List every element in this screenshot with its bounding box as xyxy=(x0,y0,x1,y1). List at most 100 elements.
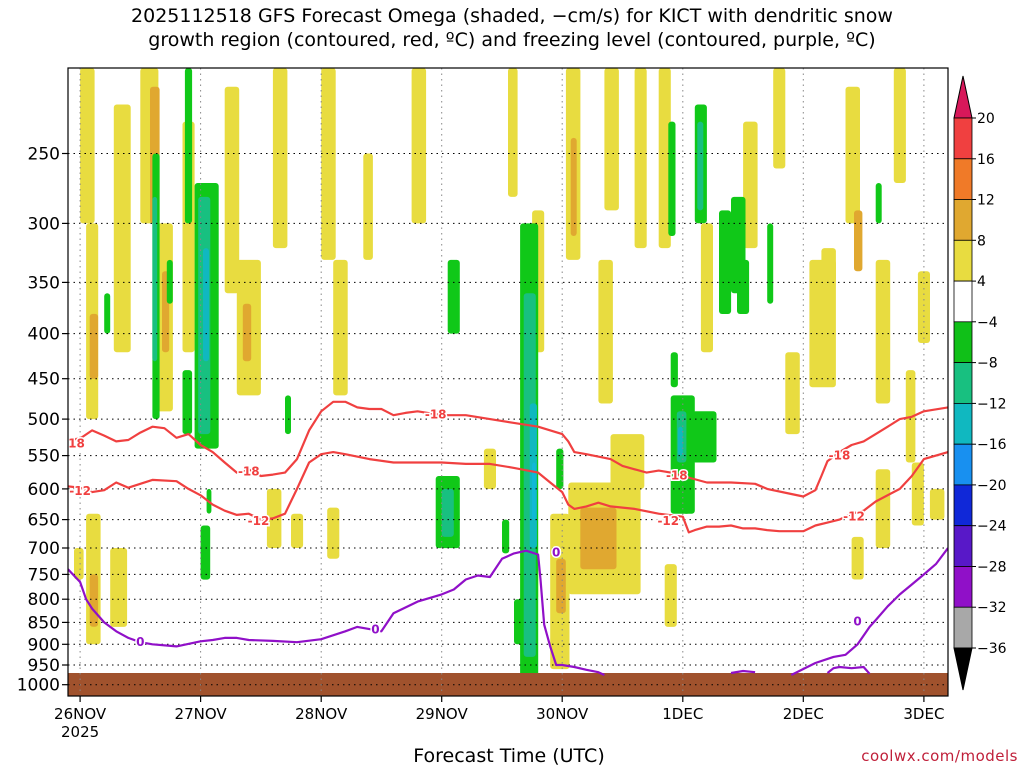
colorbar: 20 16 12 8 4 −4 −8 −12 −16 −20 −24 −28 −32 −36 xyxy=(953,75,1007,691)
contour-label-0-3: -18 xyxy=(666,468,688,482)
omega-cell-17 xyxy=(508,68,518,197)
contour-label-2-3: 0 xyxy=(853,615,861,629)
x-tick-label-3: 29NOV xyxy=(416,705,469,723)
x-axis-label: Forecast Time (UTC) xyxy=(413,745,605,767)
x-tick-label-5: 1DEC xyxy=(662,705,703,723)
colorbar-box-8 xyxy=(953,443,973,486)
y-tick-label-4: 450 xyxy=(28,370,60,390)
y-tick-label-13: 900 xyxy=(28,635,60,655)
omega-cell-21 xyxy=(598,259,613,404)
plot-frame xyxy=(67,67,949,697)
omega-cell-28 xyxy=(785,352,800,435)
y-tick-label-6: 550 xyxy=(28,447,60,467)
contour-purple-3 xyxy=(730,669,756,675)
y-tick-label-5: 500 xyxy=(28,410,60,430)
colorbar-box-1 xyxy=(953,158,973,201)
omega-cell-85 xyxy=(697,121,704,211)
omega-cell-34 xyxy=(893,68,906,183)
x-tick-label-7: 3DEC xyxy=(903,705,944,723)
y-tick-label-0: 250 xyxy=(28,145,60,165)
colorbar-label-2: 12 xyxy=(977,193,995,209)
colorbar-box-4 xyxy=(953,280,973,323)
omega-cell-12 xyxy=(272,68,288,249)
colorbar-label-12: −32 xyxy=(977,600,1007,616)
contour-label-0-2: -18 xyxy=(425,408,447,422)
colorbar-top-triangle xyxy=(953,75,973,119)
colorbar-label-3: 8 xyxy=(977,233,986,249)
omega-cell-82 xyxy=(678,426,683,456)
grid-lines xyxy=(68,68,948,696)
colorbar-label-10: −24 xyxy=(977,519,1007,535)
colorbar-box-0 xyxy=(953,117,973,160)
omega-cell-9 xyxy=(224,86,240,294)
contour-label-1-0: -12 xyxy=(69,484,91,498)
omega-cell-57 xyxy=(152,196,158,362)
colorbar-label-9: −20 xyxy=(977,478,1007,494)
contour-label-0-4: -18 xyxy=(829,449,851,463)
omega-cell-83 xyxy=(692,411,717,463)
omega-cell-69 xyxy=(502,519,510,554)
omega-cell-53 xyxy=(875,469,891,548)
x-tick-label-4: 30NOV xyxy=(536,705,589,723)
omega-cell-86 xyxy=(682,476,690,514)
y-tick-label-1: 300 xyxy=(28,214,60,234)
omega-cell-37 xyxy=(74,548,84,580)
omega-cell-33 xyxy=(875,259,891,404)
contour-label-1-2: -12 xyxy=(657,514,679,528)
omega-cell-67 xyxy=(285,395,291,435)
y-tick-label-9: 700 xyxy=(28,539,60,559)
colorbar-label-6: −8 xyxy=(977,356,998,372)
y-tick-label-7: 600 xyxy=(28,480,60,500)
omega-cell-22 xyxy=(604,68,619,211)
colorbar-label-7: −12 xyxy=(977,396,1007,412)
contour-lines: -18 -18 -18 -18 -18 -12 -12 -12 -12 0 0 0 0 xyxy=(68,400,948,676)
omega-cell-20 xyxy=(570,137,577,236)
omega-cell-0 xyxy=(80,68,95,224)
omega-cell-76 xyxy=(532,462,536,520)
omega-cell-23 xyxy=(634,68,647,249)
y-tick-label-14: 950 xyxy=(28,656,60,676)
omega-cell-13 xyxy=(321,68,336,260)
colorbar-box-7 xyxy=(953,402,973,445)
colorbar-box-6 xyxy=(953,362,973,404)
contour-purple-2 xyxy=(68,549,605,676)
y-tick-label-15: 1000 xyxy=(17,676,60,696)
chart-title-line-2: growth region (contoured, red, ºC) and f… xyxy=(148,29,876,51)
colorbar-label-5: −4 xyxy=(977,315,998,331)
omega-cell-52 xyxy=(851,536,864,580)
omega-cell-15 xyxy=(363,153,373,260)
omega-cell-60 xyxy=(104,293,111,334)
x-tick-label-0: 26NOV xyxy=(54,705,107,723)
omega-cell-59 xyxy=(184,68,193,224)
colorbar-box-5 xyxy=(953,321,973,363)
omega-cell-50 xyxy=(610,434,645,489)
colorbar-bottom-triangle xyxy=(953,647,973,691)
omega-cell-89 xyxy=(731,196,746,294)
omega-cell-44 xyxy=(483,448,496,489)
omega-cell-35 xyxy=(917,271,930,343)
contour-purple-5 xyxy=(826,665,871,675)
y-axis: 2503003504004505005506006507007508008509… xyxy=(17,145,68,696)
omega-cell-2 xyxy=(89,313,99,379)
omega-cell-54 xyxy=(911,462,924,526)
y-tick-label-11: 800 xyxy=(28,590,60,610)
omega-cell-43 xyxy=(327,507,340,559)
chart-title: 2025112518 GFS Forecast Omega (shaded, −… xyxy=(0,4,1024,52)
source-credit[interactable]: coolwx.com/models xyxy=(861,747,1018,765)
omega-cell-90 xyxy=(767,223,774,304)
omega-cell-27 xyxy=(773,68,786,169)
omega-cell-55 xyxy=(929,488,945,520)
omega-cell-78 xyxy=(668,121,676,236)
omega-cell-40 xyxy=(110,548,128,627)
contour-label-0-1: -18 xyxy=(238,464,260,478)
x-tick-label-6: 2DEC xyxy=(783,705,824,723)
omega-cell-58 xyxy=(166,259,173,304)
omega-cell-65 xyxy=(200,525,211,580)
x-tick-label-2: 28NOV xyxy=(295,705,348,723)
colorbar-label-11: −28 xyxy=(977,560,1007,576)
x-tick-label-1: 27NOV xyxy=(175,705,228,723)
colorbar-label-1: 16 xyxy=(977,152,995,168)
omega-cell-64 xyxy=(182,370,193,435)
contour-label-2-0: 0 xyxy=(136,635,144,649)
